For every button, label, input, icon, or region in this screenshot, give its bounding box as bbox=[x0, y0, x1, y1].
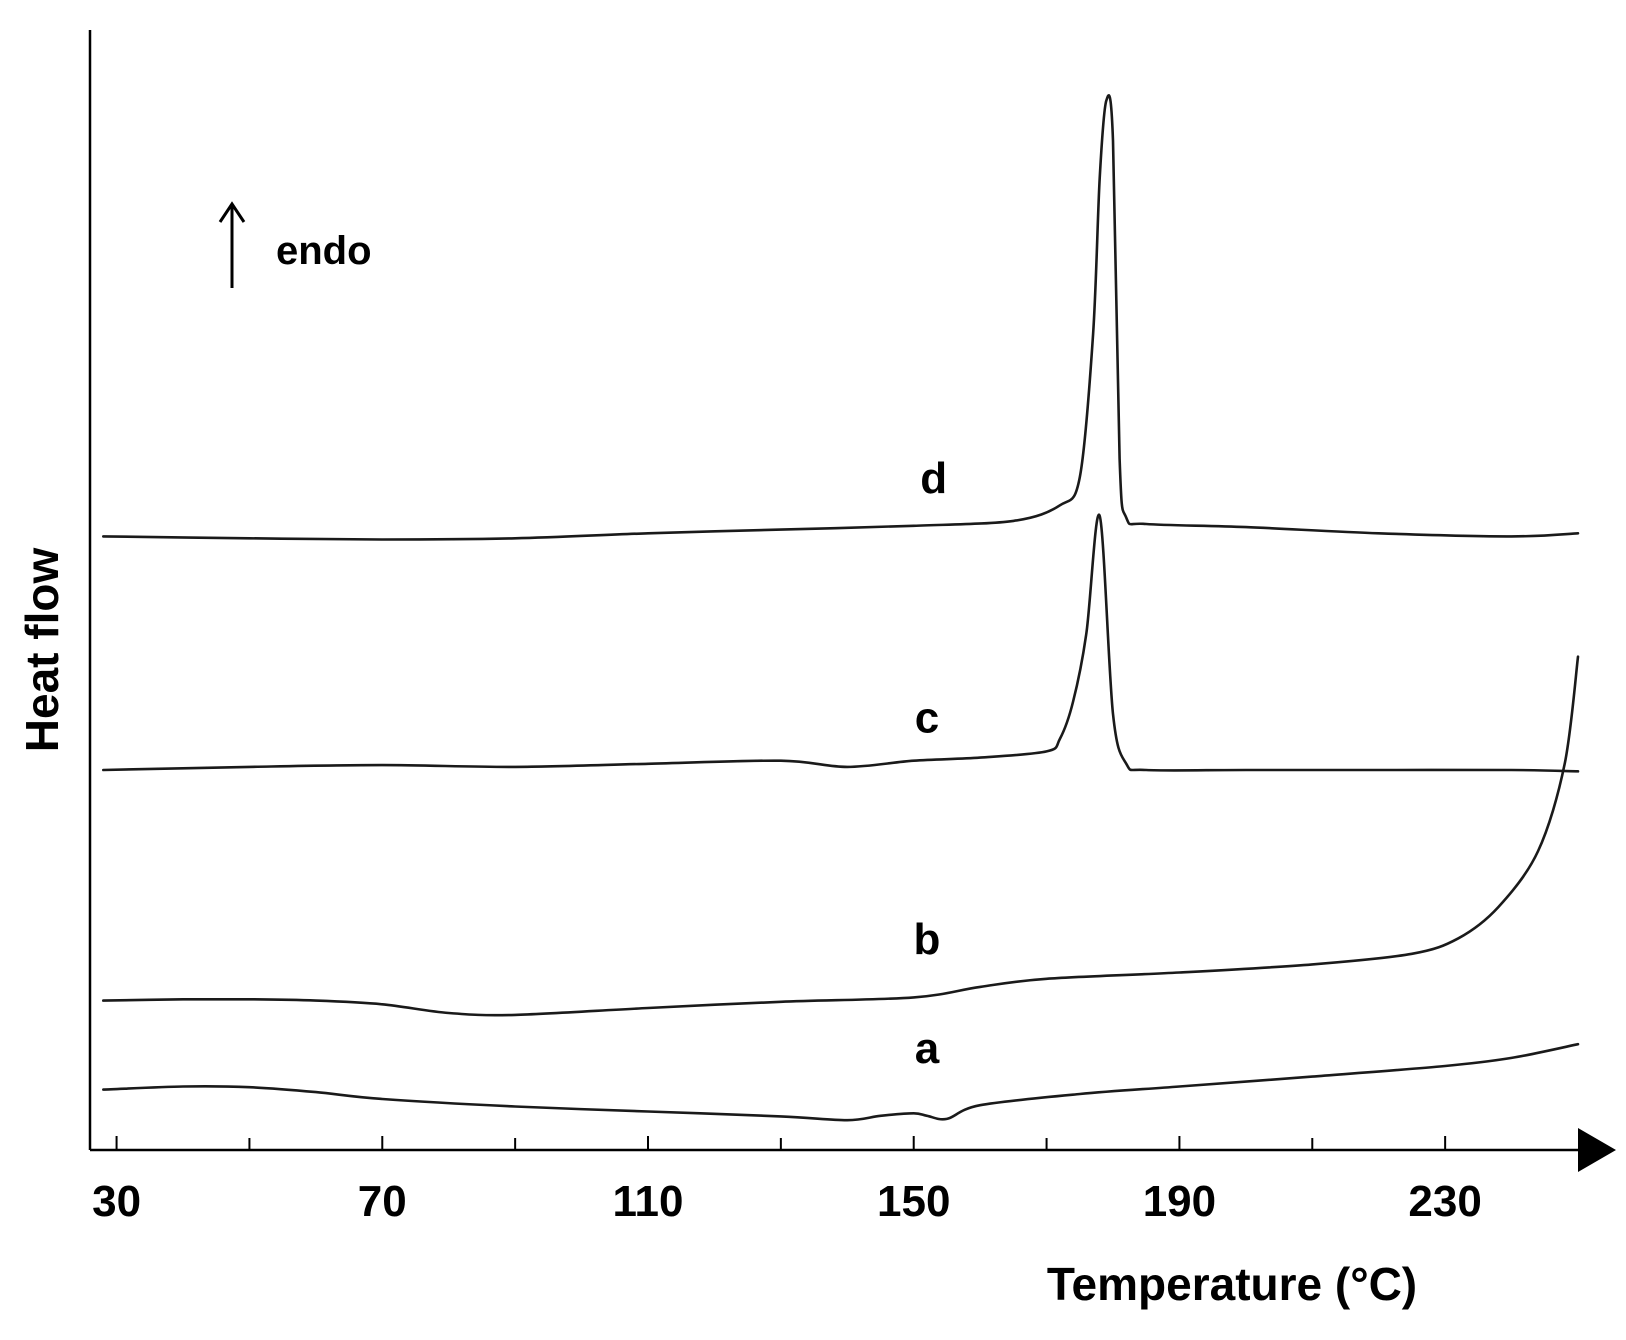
series-curve-a bbox=[102, 1042, 1580, 1122]
series-curve-d bbox=[102, 94, 1580, 541]
x-tick-label: 70 bbox=[358, 1177, 407, 1226]
series-label-c: c bbox=[915, 694, 939, 743]
x-tick-label: 190 bbox=[1143, 1177, 1216, 1226]
series-curve-b bbox=[102, 655, 1580, 1017]
x-tick-label: 110 bbox=[613, 1177, 684, 1226]
series-label-d: d bbox=[920, 454, 947, 503]
x-axis-tick-labels: 30 70 110 150 190 230 bbox=[92, 1177, 1482, 1226]
x-tick-label: 150 bbox=[877, 1177, 950, 1226]
x-axis-title: Temperature (°C) bbox=[1047, 1258, 1417, 1310]
endo-annotation: endo bbox=[218, 201, 372, 288]
x-axis-arrowhead-icon bbox=[1578, 1128, 1616, 1172]
x-tick-label: 30 bbox=[92, 1177, 141, 1226]
series-curves bbox=[102, 94, 1580, 1122]
endo-label: endo bbox=[276, 229, 372, 273]
arrow-up-icon bbox=[218, 201, 246, 223]
series-label-a: a bbox=[915, 1024, 940, 1073]
x-tick-label: 230 bbox=[1408, 1177, 1481, 1226]
x-axis-minor-ticks bbox=[248, 1138, 1314, 1150]
series-curve-c bbox=[102, 513, 1580, 773]
series-labels: a b c d bbox=[914, 454, 948, 1073]
x-axis-major-ticks bbox=[115, 1136, 1447, 1150]
y-axis-title: Heat flow bbox=[16, 548, 68, 753]
series-label-b: b bbox=[914, 915, 941, 964]
